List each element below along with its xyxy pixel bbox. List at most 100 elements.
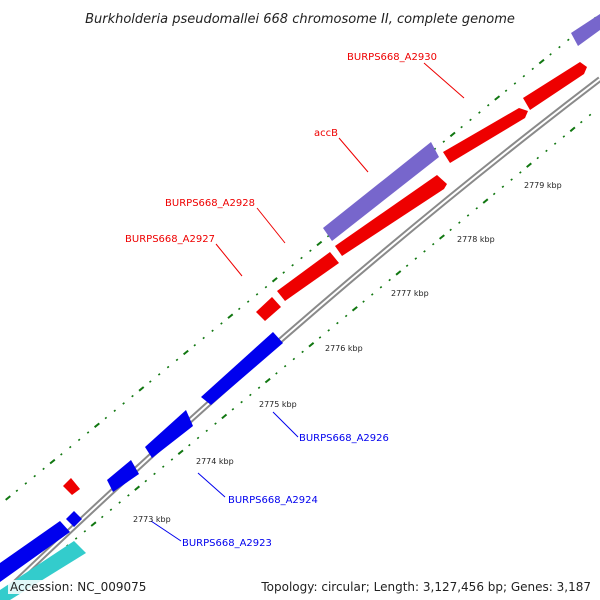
scale-label: 2777 kbp	[391, 289, 429, 298]
tick-mark	[109, 508, 113, 512]
tick-mark	[588, 113, 592, 117]
forward-strand-features	[63, 14, 600, 495]
tick-mark	[144, 479, 148, 483]
tick-mark	[388, 278, 391, 282]
tick-mark	[255, 293, 259, 296]
tick-mark	[362, 300, 365, 303]
tick-mark	[202, 336, 205, 340]
map-footer: Accession: NC_009075 Topology: circular;…	[0, 574, 600, 600]
tick-mark	[301, 350, 304, 354]
tick-mark	[221, 413, 228, 420]
tick-mark	[205, 429, 208, 433]
tick-mark	[482, 198, 489, 204]
tick-mark	[300, 256, 303, 260]
tick-mark	[134, 485, 141, 491]
tick-mark	[211, 329, 214, 333]
tick-mark	[292, 357, 296, 361]
tick-mark	[579, 120, 583, 124]
tick-mark	[536, 156, 540, 160]
gene-label-BURPS668_A2930[interactable]: BURPS668_A2930	[347, 52, 437, 63]
map-title: Burkholderia pseudomallei 668 chromosome…	[85, 12, 515, 27]
tick-mark	[545, 149, 548, 153]
tick-mark	[291, 263, 294, 267]
feature-BURPS668_A2928[interactable]	[277, 252, 339, 301]
tick-mark	[423, 250, 426, 253]
tick-mark	[86, 431, 90, 434]
gene-label-BURPS668_A2924[interactable]: BURPS668_A2924	[228, 495, 318, 506]
scale-label: 2779 kbp	[524, 181, 562, 190]
tick-mark	[449, 131, 456, 138]
feature-BURPS668_A2923[interactable]	[0, 521, 70, 582]
tick-mark	[166, 365, 170, 369]
feature-forward-next[interactable]	[523, 62, 587, 110]
tick-mark	[157, 373, 161, 376]
tick-mark	[316, 240, 323, 247]
scale-label: 2775 kbp	[259, 400, 297, 409]
tick-mark	[519, 171, 522, 174]
gene-label-BURPS668_A2926[interactable]: BURPS668_A2926	[299, 433, 389, 444]
feature-BURPS668_A2927[interactable]	[256, 297, 281, 321]
tick-mark	[432, 242, 435, 246]
scale-labels: 2779 kbp 2778 kbp 2777 kbp 2776 kbp 2775…	[133, 181, 562, 524]
feature-small-blue[interactable]	[66, 511, 82, 527]
tick-mark	[74, 537, 78, 540]
tick-mark	[177, 449, 184, 455]
tick-mark	[336, 321, 339, 325]
feature-small-red[interactable]	[63, 478, 80, 495]
tick-mark	[283, 364, 287, 368]
feature-BURPS668_A2924[interactable]	[107, 460, 139, 492]
tick-mark	[93, 422, 100, 428]
tick-mark	[131, 394, 134, 398]
gene-labels: BURPS668_A2930 accB BURPS668_A2928 BURPS…	[125, 52, 437, 549]
tick-mark	[240, 400, 243, 404]
tick-mark	[458, 221, 461, 224]
tick-mark	[492, 192, 496, 196]
tick-mark	[318, 336, 322, 339]
tick-mark	[275, 372, 278, 375]
tick-mark	[370, 293, 374, 296]
tick-mark	[257, 386, 261, 390]
gene-label-BURPS668_A2928[interactable]: BURPS668_A2928	[165, 198, 255, 209]
tick-mark	[249, 393, 252, 397]
gene-label-BURPS668_A2927[interactable]: BURPS668_A2927	[125, 234, 215, 245]
feature-top-right-purple[interactable]	[571, 14, 600, 46]
tick-mark	[309, 249, 312, 253]
tick-mark	[486, 103, 490, 107]
tick-mark	[414, 257, 418, 260]
tick-mark	[282, 271, 286, 274]
tick-mark	[566, 38, 570, 42]
tick-mark	[264, 285, 268, 289]
scale-label: 2774 kbp	[196, 457, 234, 466]
tick-mark	[220, 322, 223, 325]
tick-mark	[77, 438, 81, 442]
tick-mark	[24, 482, 28, 485]
tick-mark	[83, 530, 87, 533]
feature-accB[interactable]	[323, 142, 439, 241]
gene-label-BURPS668_A2923[interactable]: BURPS668_A2923	[182, 538, 272, 549]
tick-mark	[170, 458, 174, 461]
tick-mark	[553, 142, 557, 145]
tick-mark	[138, 386, 145, 392]
tick-mark	[42, 467, 45, 471]
tick-mark	[113, 409, 117, 413]
tick-mark	[395, 270, 402, 276]
inner-tick-track	[47, 113, 592, 563]
tick-mark	[466, 214, 470, 217]
tick-mark	[182, 349, 189, 356]
tick-mark	[344, 314, 348, 318]
tick-mark	[501, 185, 505, 189]
scale-label: 2773 kbp	[133, 515, 171, 524]
tick-mark	[531, 67, 534, 71]
tick-mark	[379, 285, 383, 289]
feature-BURPS668_A2930[interactable]	[443, 108, 528, 163]
feature-accB-red[interactable]	[335, 175, 447, 256]
feature-BURPS668_A2925[interactable]	[145, 410, 193, 458]
scale-label: 2776 kbp	[325, 344, 363, 353]
gene-label-accB[interactable]: accB	[314, 128, 338, 139]
tick-mark	[538, 58, 545, 65]
tick-mark	[308, 342, 315, 348]
label-leader-lines	[150, 62, 465, 542]
tick-mark	[175, 358, 179, 362]
feature-BURPS668_A2926[interactable]	[201, 332, 283, 405]
chromosome-backbone	[0, 76, 600, 600]
